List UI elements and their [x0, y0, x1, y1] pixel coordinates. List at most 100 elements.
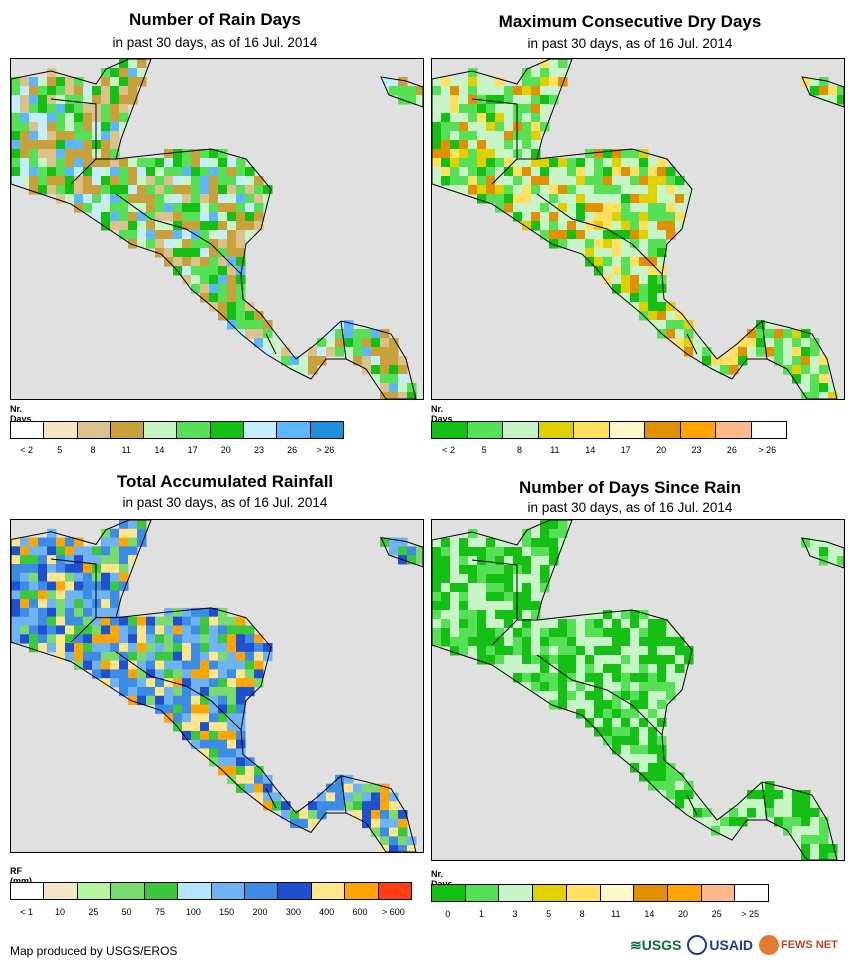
usaid-logo: USAID [687, 935, 753, 955]
legend-tick-label: 20 [677, 909, 689, 919]
legend-tick-label: > 25 [741, 909, 760, 919]
panel-subtitle: in past 30 days, as of 16 Jul. 2014 [527, 36, 733, 51]
legend-swatch [110, 422, 145, 438]
legend-swatch [77, 422, 111, 438]
dry-days-map[interactable] [431, 58, 845, 400]
legend-tick-label: 200 [252, 907, 268, 917]
legend-tick-label: 20 [220, 445, 231, 455]
internal-border [265, 333, 277, 355]
legend-tick-label: 5 [546, 909, 552, 919]
legend-tick-label: 25 [88, 907, 99, 917]
legend-bar [10, 882, 412, 900]
legend-tick-label: 26 [287, 445, 298, 455]
legend-title: Nr. Days [10, 404, 32, 424]
legend-swatch [211, 883, 245, 899]
legend-swatch [111, 883, 145, 899]
legend-tick-label: 400 [319, 907, 335, 917]
legend-tick-label: 0 [445, 909, 451, 919]
days-since-rain-map[interactable] [431, 519, 845, 861]
legend-swatch [680, 422, 716, 438]
legend-swatch [178, 883, 212, 899]
internal-border [50, 98, 97, 185]
legend-swatch [44, 883, 78, 899]
internal-border [115, 651, 212, 702]
internal-border [265, 788, 277, 809]
internal-border [686, 333, 698, 355]
panel-title: Number of Days Since Rain [518, 478, 741, 497]
legend-swatch [538, 422, 574, 438]
legend-swatch [600, 885, 635, 901]
legend-swatch [751, 422, 786, 438]
rainfall-map[interactable] [10, 519, 424, 853]
rain-days-map[interactable] [10, 58, 424, 400]
legend-bar [431, 421, 787, 439]
internal-border [631, 704, 663, 736]
panel-subtitle: in past 30 days, as of 16 Jul. 2014 [122, 495, 328, 510]
legend-swatch [499, 885, 534, 901]
legend-swatch [11, 422, 45, 438]
legend-tick-label: 100 [185, 907, 201, 917]
internal-border [761, 781, 768, 821]
fews-seal-icon [758, 935, 779, 955]
internal-border [761, 320, 768, 360]
legend-swatch [11, 883, 45, 899]
legend-swatch [144, 883, 179, 899]
legend-swatch [574, 422, 610, 438]
legend-swatch [716, 422, 752, 438]
legend-tick-label: 23 [691, 445, 702, 455]
legend-title: RF (mm) [10, 866, 32, 886]
legend-bar [10, 421, 344, 439]
map-credit: Map produced by USGS/EROS [10, 944, 178, 958]
legend-swatch [432, 422, 468, 438]
legend-swatch [310, 422, 343, 438]
legend-tick-label: 17 [620, 445, 631, 455]
legend-tick-label: 8 [579, 909, 585, 919]
internal-border [210, 243, 242, 275]
usaid-seal-icon [687, 935, 708, 955]
raster-cells [432, 59, 844, 399]
usgs-logo: ≋USGS [630, 936, 682, 953]
raster-cells [11, 520, 423, 852]
internal-border [686, 794, 698, 816]
country-border [380, 76, 423, 108]
legend-swatch [378, 883, 412, 899]
country-border [380, 536, 423, 568]
usaid-label: USAID [709, 937, 753, 953]
panel-subtitle: in past 30 days, as of 16 Jul. 2014 [527, 500, 733, 515]
legend-ticks: < 2 5 8 11 14 17 20 23 26 > 26 [431, 445, 785, 457]
legend-tick-label: 600 [352, 907, 368, 917]
legend-tick-label: 8 [90, 445, 96, 455]
legend-swatch [44, 422, 78, 438]
fews-net-logo: FEWS NET [758, 935, 838, 955]
legend-tick-label: < 1 [20, 907, 34, 917]
panel-subtitle: in past 30 days, as of 16 Jul. 2014 [112, 35, 318, 50]
internal-border [210, 700, 242, 731]
fews-label: FEWS NET [780, 939, 838, 951]
legend-tick-label: 5 [57, 445, 63, 455]
legend-swatch [667, 885, 702, 901]
legend-ticks: < 2 5 8 11 14 17 20 23 26 > 26 [10, 445, 342, 457]
legend-tick-label: 5 [481, 445, 487, 455]
legend-tick-label: 50 [121, 907, 132, 917]
country-border [801, 76, 844, 108]
legend-swatch [278, 883, 312, 899]
internal-border [536, 654, 633, 706]
legend-ticks: 0 1 3 5 8 11 14 20 25 > 25 [431, 909, 767, 921]
internal-border [471, 98, 518, 185]
internal-border [115, 193, 212, 245]
legend-swatch [609, 422, 645, 438]
legend-tick-label: 150 [219, 907, 235, 917]
legend-swatch [503, 422, 539, 438]
legend-tick-label: > 600 [381, 907, 405, 917]
raster-cells [432, 520, 844, 860]
internal-border [471, 559, 518, 646]
legend-swatch [277, 422, 311, 438]
country-border [432, 520, 838, 860]
legend-swatch [244, 883, 279, 899]
legend-swatch [77, 883, 112, 899]
legend-swatch [144, 422, 178, 438]
country-border [11, 59, 417, 399]
country-border [801, 537, 844, 569]
legend-tick-label: 3 [512, 909, 518, 919]
legend-tick-label: 8 [516, 445, 523, 455]
